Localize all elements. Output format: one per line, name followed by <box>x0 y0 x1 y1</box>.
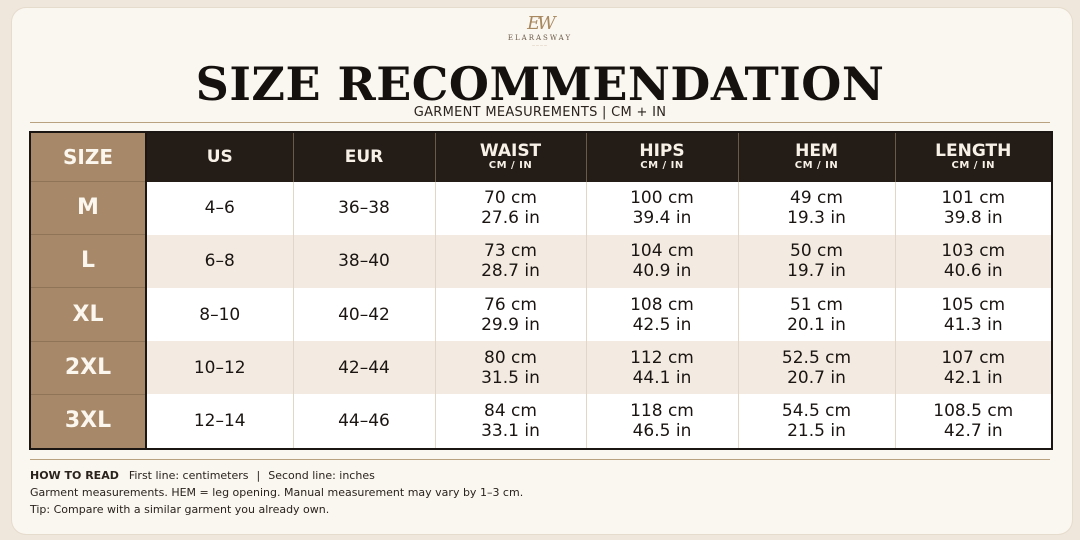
header-us: US <box>145 132 293 182</box>
length-cell: 107 cm 42.1 in <box>894 341 1052 395</box>
table-row: M 4–6 36–38 70 cm 27.6 in 100 cm 39.4 in 4… <box>29 180 1052 235</box>
us-size: 12–14 <box>145 394 293 449</box>
length-cell: 103 cm 40.6 in <box>894 234 1052 288</box>
brand-name: ELARASWAY <box>507 34 573 42</box>
waist-cell: 73 cm 28.7 in <box>434 234 586 288</box>
brand-logo: EW ELARASWAY ———— <box>0 13 1080 48</box>
measurement-note: Garment measurements. HEM = leg opening.… <box>30 486 524 499</box>
size-label: XL <box>29 287 147 342</box>
header-hips: HIPS CM / IN <box>585 132 738 182</box>
size-label: M <box>29 180 147 235</box>
divider-top <box>30 122 1050 123</box>
header-eur: EUR <box>292 132 435 182</box>
hips-cell: 118 cm 46.5 in <box>585 394 738 449</box>
hem-cell: 50 cm 19.7 in <box>737 234 895 288</box>
hips-cell: 100 cm 39.4 in <box>585 181 738 235</box>
length-cell: 105 cm 41.3 in <box>894 287 1052 342</box>
hips-cell: 112 cm 44.1 in <box>585 341 738 395</box>
hem-cell: 52.5 cm 20.7 in <box>737 341 895 395</box>
size-label: 2XL <box>29 340 147 395</box>
length-cell: 101 cm 39.8 in <box>894 181 1052 235</box>
eur-size: 36–38 <box>292 181 435 235</box>
first-line-note: First line: centimeters <box>128 469 249 482</box>
hem-cell: 54.5 cm 21.5 in <box>737 394 895 449</box>
eur-size: 42–44 <box>292 341 435 395</box>
logo-monogram: EW <box>527 13 556 34</box>
eur-size: 38–40 <box>292 234 435 288</box>
hips-cell: 108 cm 42.5 in <box>585 287 738 342</box>
brand-tagline: ———— <box>532 43 548 47</box>
size-label: 3XL <box>29 393 147 449</box>
us-size: 4–6 <box>145 181 293 235</box>
waist-cell: 70 cm 27.6 in <box>434 181 586 235</box>
header-waist: WAIST CM / IN <box>434 132 586 182</box>
table-row: 3XL 12–14 44–46 84 cm 33.1 in 118 cm 46.5 … <box>29 393 1052 449</box>
table-row: XL 8–10 40–42 76 cm 29.9 in 108 cm 42.5 in… <box>29 287 1052 342</box>
length-cell: 108.5 cm 42.7 in <box>894 394 1052 449</box>
waist-cell: 76 cm 29.9 in <box>434 287 586 342</box>
header-length: LENGTH CM / IN <box>894 132 1052 182</box>
waist-cell: 80 cm 31.5 in <box>434 341 586 395</box>
second-line-note: Second line: inches <box>268 469 375 482</box>
table-header-row: SIZE US EUR WAIST CM / IN HIPS CM / IN HEM… <box>30 132 1052 182</box>
header-hem: HEM CM / IN <box>737 132 895 182</box>
waist-cell: 84 cm 33.1 in <box>434 394 586 449</box>
hem-cell: 51 cm 20.1 in <box>737 287 895 342</box>
divider-bottom <box>30 459 1050 460</box>
us-size: 6–8 <box>145 234 293 288</box>
us-size: 10–12 <box>145 341 293 395</box>
size-label: L <box>29 234 147 288</box>
note-separator: | <box>256 469 261 482</box>
size-table: SIZE US EUR WAIST CM / IN HIPS CM / IN HEM… <box>29 131 1053 450</box>
us-size: 8–10 <box>145 287 293 342</box>
how-to-read-line: HOW TO READ First line: centimeters | Secon… <box>30 467 1050 484</box>
header-size: SIZE <box>30 132 147 182</box>
tip-note: Tip: Compare with a similar garment you … <box>30 503 330 516</box>
reading-notes: HOW TO READ First line: centimeters | Secon… <box>30 467 1050 518</box>
page-subtitle: GARMENT MEASUREMENTS | CM + IN <box>413 105 667 120</box>
table-row: 2XL 10–12 42–44 80 cm 31.5 in 112 cm 44.1 … <box>29 340 1052 395</box>
eur-size: 44–46 <box>292 394 435 449</box>
how-to-read-label: HOW TO READ <box>30 469 119 482</box>
table-row: L 6–8 38–40 73 cm 28.7 in 104 cm 40.9 in 5… <box>29 234 1052 288</box>
eur-size: 40–42 <box>292 287 435 342</box>
hips-cell: 104 cm 40.9 in <box>585 234 738 288</box>
hem-cell: 49 cm 19.3 in <box>737 181 895 235</box>
page-title: SIZE RECOMMENDATION <box>195 57 885 111</box>
